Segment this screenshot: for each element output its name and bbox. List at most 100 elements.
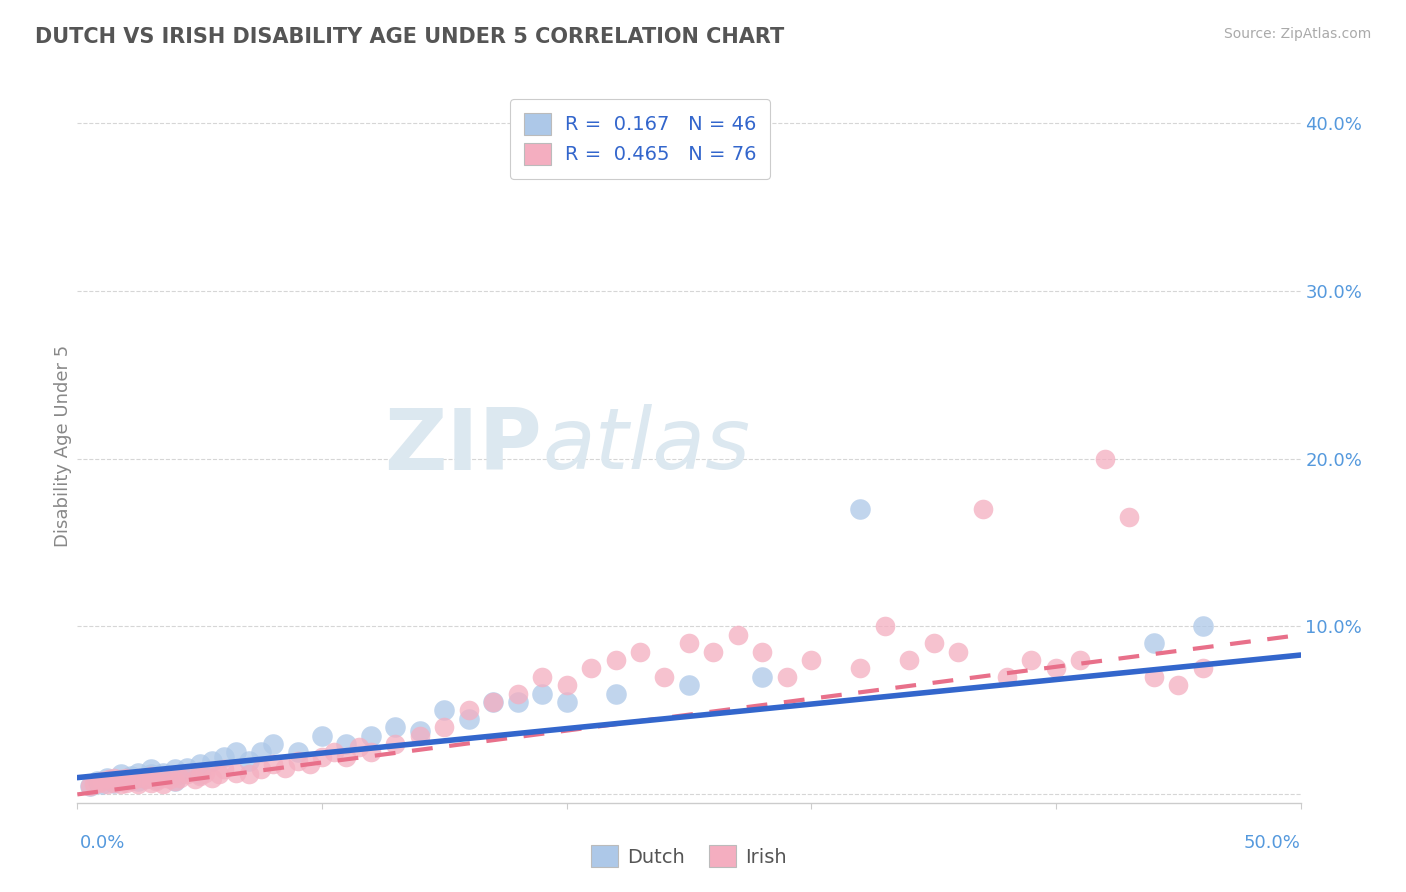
- Point: [127, 774, 149, 789]
- Point: [110, 767, 132, 781]
- Point: [127, 777, 149, 791]
- Point: [115, 771, 138, 785]
- Point: [159, 772, 181, 787]
- Point: [849, 502, 872, 516]
- Point: [176, 767, 198, 781]
- Legend: Dutch, Irish: Dutch, Irish: [583, 837, 794, 875]
- Point: [152, 777, 174, 791]
- Point: [409, 729, 432, 743]
- Point: [89, 775, 111, 789]
- Point: [165, 774, 187, 789]
- Point: [135, 771, 157, 785]
- Point: [169, 767, 191, 781]
- Point: [849, 661, 872, 675]
- Point: [678, 636, 700, 650]
- Text: atlas: atlas: [543, 404, 751, 488]
- Point: [165, 774, 187, 789]
- Point: [678, 678, 700, 692]
- Point: [83, 777, 105, 791]
- Point: [727, 628, 749, 642]
- Point: [110, 772, 132, 787]
- Point: [1094, 451, 1116, 466]
- Point: [139, 762, 162, 776]
- Point: [335, 750, 357, 764]
- Point: [120, 774, 142, 789]
- Point: [208, 767, 231, 781]
- Point: [457, 703, 479, 717]
- Point: [347, 740, 370, 755]
- Point: [409, 723, 432, 738]
- Text: 0.0%: 0.0%: [80, 834, 125, 852]
- Point: [311, 750, 333, 764]
- Point: [139, 769, 162, 783]
- Point: [800, 653, 823, 667]
- Point: [1045, 661, 1067, 675]
- Point: [262, 737, 284, 751]
- Point: [751, 645, 773, 659]
- Point: [212, 762, 235, 776]
- Point: [972, 502, 994, 516]
- Point: [274, 760, 297, 774]
- Point: [184, 772, 207, 787]
- Point: [127, 765, 149, 780]
- Point: [79, 779, 101, 793]
- Point: [946, 645, 969, 659]
- Point: [212, 750, 235, 764]
- Text: 50.0%: 50.0%: [1244, 834, 1301, 852]
- Point: [702, 645, 724, 659]
- Point: [145, 774, 167, 789]
- Point: [1143, 670, 1166, 684]
- Point: [1191, 661, 1213, 675]
- Point: [1167, 678, 1189, 692]
- Point: [79, 779, 101, 793]
- Point: [433, 703, 456, 717]
- Y-axis label: Disability Age Under 5: Disability Age Under 5: [55, 345, 73, 547]
- Point: [1118, 510, 1140, 524]
- Point: [135, 772, 157, 787]
- Point: [152, 771, 174, 785]
- Point: [103, 775, 125, 789]
- Point: [506, 695, 529, 709]
- Point: [287, 746, 309, 760]
- Point: [605, 653, 627, 667]
- Point: [139, 767, 162, 781]
- Point: [482, 695, 505, 709]
- Point: [1143, 636, 1166, 650]
- Point: [922, 636, 945, 650]
- Point: [298, 757, 321, 772]
- Point: [751, 670, 773, 684]
- Point: [287, 754, 309, 768]
- Point: [995, 670, 1018, 684]
- Point: [165, 762, 187, 776]
- Point: [555, 678, 578, 692]
- Point: [96, 771, 118, 785]
- Point: [103, 771, 125, 785]
- Point: [384, 737, 406, 751]
- Text: ZIP: ZIP: [384, 404, 543, 488]
- Point: [115, 775, 138, 789]
- Point: [188, 757, 211, 772]
- Point: [201, 771, 224, 785]
- Point: [506, 687, 529, 701]
- Point: [323, 746, 346, 760]
- Point: [169, 771, 191, 785]
- Point: [90, 777, 112, 791]
- Point: [1191, 619, 1213, 633]
- Point: [225, 746, 247, 760]
- Point: [776, 670, 799, 684]
- Point: [605, 687, 627, 701]
- Point: [898, 653, 921, 667]
- Point: [103, 775, 125, 789]
- Point: [482, 695, 505, 709]
- Point: [139, 775, 162, 789]
- Point: [433, 720, 456, 734]
- Point: [127, 771, 149, 785]
- Point: [159, 769, 181, 783]
- Point: [555, 695, 578, 709]
- Point: [188, 767, 211, 781]
- Point: [90, 774, 112, 789]
- Point: [360, 746, 382, 760]
- Point: [384, 720, 406, 734]
- Point: [262, 757, 284, 772]
- Point: [96, 777, 118, 791]
